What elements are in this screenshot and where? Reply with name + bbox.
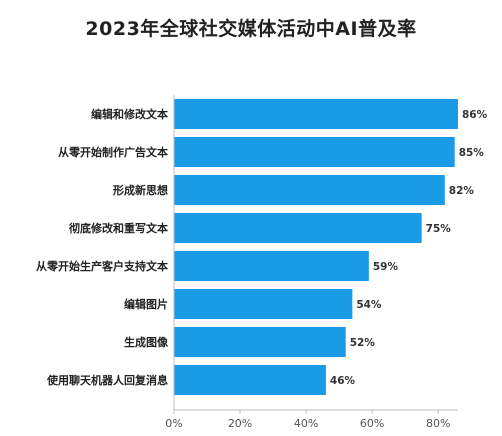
value-label-4: 59% xyxy=(373,261,399,273)
value-label-1: 85% xyxy=(459,147,485,159)
value-label-6: 52% xyxy=(350,337,376,349)
bar-2 xyxy=(174,175,445,205)
value-label-2: 82% xyxy=(449,185,475,197)
x-tick-label-3: 60% xyxy=(360,417,384,430)
category-label-0: 编辑和修改文本 xyxy=(91,107,168,121)
value-label-3: 75% xyxy=(426,223,452,235)
bar-3 xyxy=(174,213,422,243)
bar-4 xyxy=(174,251,369,281)
value-label-0: 86% xyxy=(462,109,488,121)
bar-6 xyxy=(174,327,346,357)
x-tick-label-2: 40% xyxy=(294,417,318,430)
value-label-5: 54% xyxy=(356,299,382,311)
category-label-2: 形成新思想 xyxy=(113,183,168,197)
chart-title: 2023年全球社交媒体活动中AI普及率 xyxy=(85,18,417,40)
category-label-6: 生成图像 xyxy=(124,335,169,349)
bar-5 xyxy=(174,289,353,319)
bar-1 xyxy=(174,137,455,167)
x-tick-label-0: 0% xyxy=(165,417,182,430)
x-tick-label-1: 20% xyxy=(228,417,252,430)
category-label-4: 从零开始生产客户支持文本 xyxy=(36,259,168,273)
category-label-3: 彻底修改和重写文本 xyxy=(68,221,168,235)
bar-7 xyxy=(174,365,326,395)
category-label-5: 编辑图片 xyxy=(124,297,168,311)
category-label-7: 使用聊天机器人回复消息 xyxy=(46,373,168,387)
category-label-1: 从零开始制作广告文本 xyxy=(58,145,168,159)
value-label-7: 46% xyxy=(330,375,356,387)
x-tick-label-4: 80% xyxy=(426,417,450,430)
bar-0 xyxy=(174,99,458,129)
